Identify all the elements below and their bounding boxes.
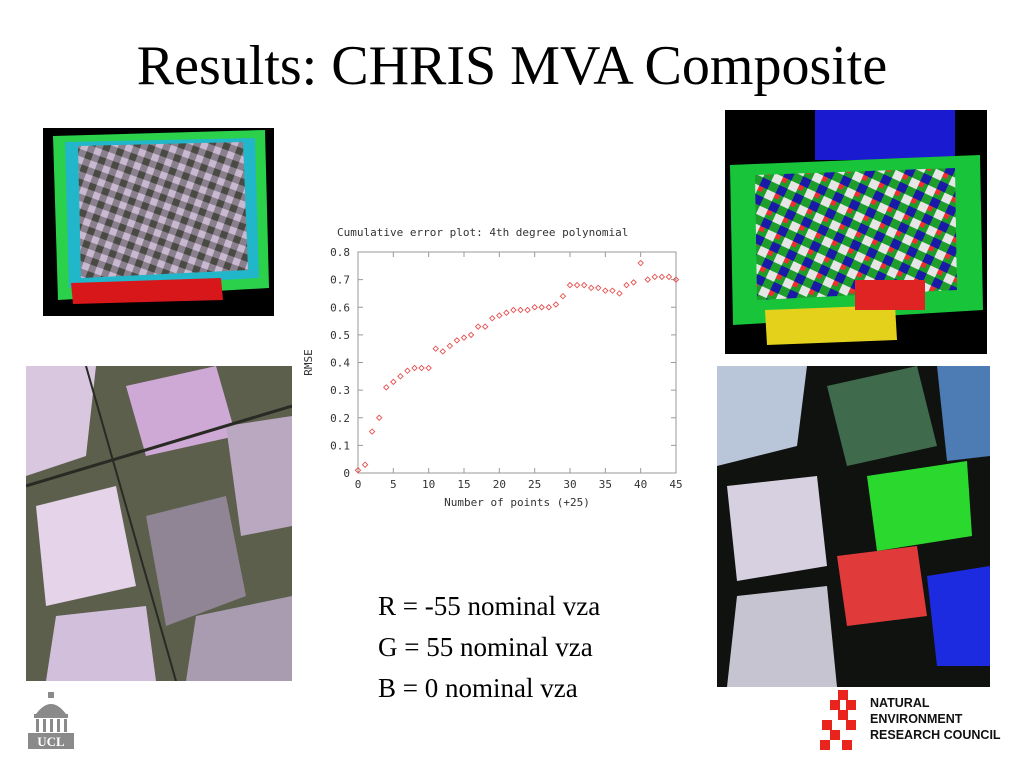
legend-line-blue: B = 0 nominal vza	[378, 673, 578, 703]
channel-legend: R = -55 nominal vza G = 55 nominal vza B…	[378, 586, 600, 709]
satellite-image-bottom-left	[26, 366, 292, 681]
y-tick-label: 0	[343, 467, 350, 480]
data-point	[658, 273, 666, 281]
data-point	[383, 384, 390, 391]
data-point	[432, 345, 439, 352]
data-point	[425, 364, 432, 372]
y-tick-label: 0.3	[330, 384, 350, 397]
slide-title: Results: CHRIS MVA Composite	[136, 35, 888, 97]
data-point	[460, 334, 468, 341]
y-tick-label: 0.6	[330, 301, 350, 314]
y-tick-label: 0.8	[330, 246, 350, 259]
data-point	[446, 342, 454, 350]
y-axis: 0 0.1 0.2 0.3 0.4 0.5 0.6 0.7 0.8	[330, 246, 676, 480]
data-point	[517, 306, 524, 314]
data-point	[623, 281, 630, 289]
data-point	[453, 337, 461, 344]
data-point	[368, 428, 376, 435]
data-point	[510, 306, 517, 314]
data-point	[630, 279, 637, 286]
data-point	[411, 364, 418, 372]
nerc-line-3: RESEARCH COUNCIL	[870, 728, 1001, 742]
data-point	[467, 331, 475, 339]
x-tick-label: 20	[493, 478, 506, 491]
data-point	[665, 273, 673, 281]
x-axis-label: Number of points (+25)	[444, 496, 590, 509]
chart-title: Cumulative error plot: 4th degree polyno…	[337, 226, 628, 239]
data-point	[566, 281, 574, 289]
data-point	[474, 323, 482, 330]
x-tick-label: 25	[528, 478, 541, 491]
nerc-logo	[820, 690, 856, 750]
data-point	[672, 276, 680, 283]
data-point	[375, 414, 383, 421]
data-point	[545, 304, 553, 311]
x-tick-label: 40	[634, 478, 647, 491]
data-point	[644, 276, 651, 283]
ucl-logo-text: UCL	[37, 734, 65, 749]
nerc-line-1: NATURAL	[870, 696, 930, 710]
data-point	[559, 292, 567, 300]
data-point	[496, 312, 503, 319]
data-point	[481, 323, 489, 330]
data-point	[573, 281, 581, 289]
data-point	[503, 309, 510, 317]
data-point	[552, 301, 560, 308]
plot-frame	[357, 251, 677, 474]
x-tick-label: 45	[669, 478, 682, 491]
data-point	[538, 304, 545, 311]
data-point	[651, 273, 659, 281]
data-point	[587, 284, 595, 292]
data-point	[531, 304, 538, 311]
y-tick-label: 0.4	[330, 357, 350, 370]
data-point	[439, 348, 447, 355]
y-tick-label: 0.7	[330, 274, 350, 287]
x-tick-label: 15	[457, 478, 470, 491]
satellite-image-top-left	[43, 128, 274, 316]
x-tick-label: 10	[422, 478, 435, 491]
legend-line-red: R = -55 nominal vza	[378, 591, 601, 621]
data-point	[637, 259, 644, 267]
x-tick-label: 0	[355, 478, 362, 491]
data-point	[609, 287, 616, 294]
legend-line-green: G = 55 nominal vza	[378, 632, 593, 662]
data-point	[489, 315, 496, 322]
cumulative-error-chart: Cumulative error plot: 4th degree polyno…	[302, 226, 683, 509]
data-point	[580, 281, 588, 289]
data-point	[390, 378, 397, 386]
x-tick-label: 30	[563, 478, 576, 491]
satellite-image-bottom-right	[717, 366, 990, 687]
x-tick-label: 35	[599, 478, 612, 491]
data-point	[595, 284, 602, 292]
data-point	[397, 373, 404, 380]
data-point	[404, 367, 411, 375]
nerc-wordmark: NATURAL ENVIRONMENT RESEARCH COUNCIL	[870, 695, 1001, 743]
x-axis: 0 5 10 15 20 25 30 35 40 45	[355, 252, 683, 491]
y-tick-label: 0.1	[330, 439, 350, 452]
data-point	[602, 287, 609, 294]
ucl-logo: UCL	[28, 692, 74, 749]
data-point	[524, 306, 531, 314]
y-tick-label: 0.5	[330, 329, 350, 342]
satellite-image-top-right	[725, 110, 987, 354]
y-tick-label: 0.2	[330, 412, 350, 425]
data-point	[354, 467, 362, 474]
x-tick-label: 5	[390, 478, 397, 491]
nerc-line-2: ENVIRONMENT	[870, 712, 963, 726]
data-points	[354, 259, 680, 474]
data-point	[418, 364, 425, 372]
data-point	[616, 290, 623, 297]
data-point	[361, 461, 369, 468]
y-axis-label: RMSE	[302, 349, 315, 376]
